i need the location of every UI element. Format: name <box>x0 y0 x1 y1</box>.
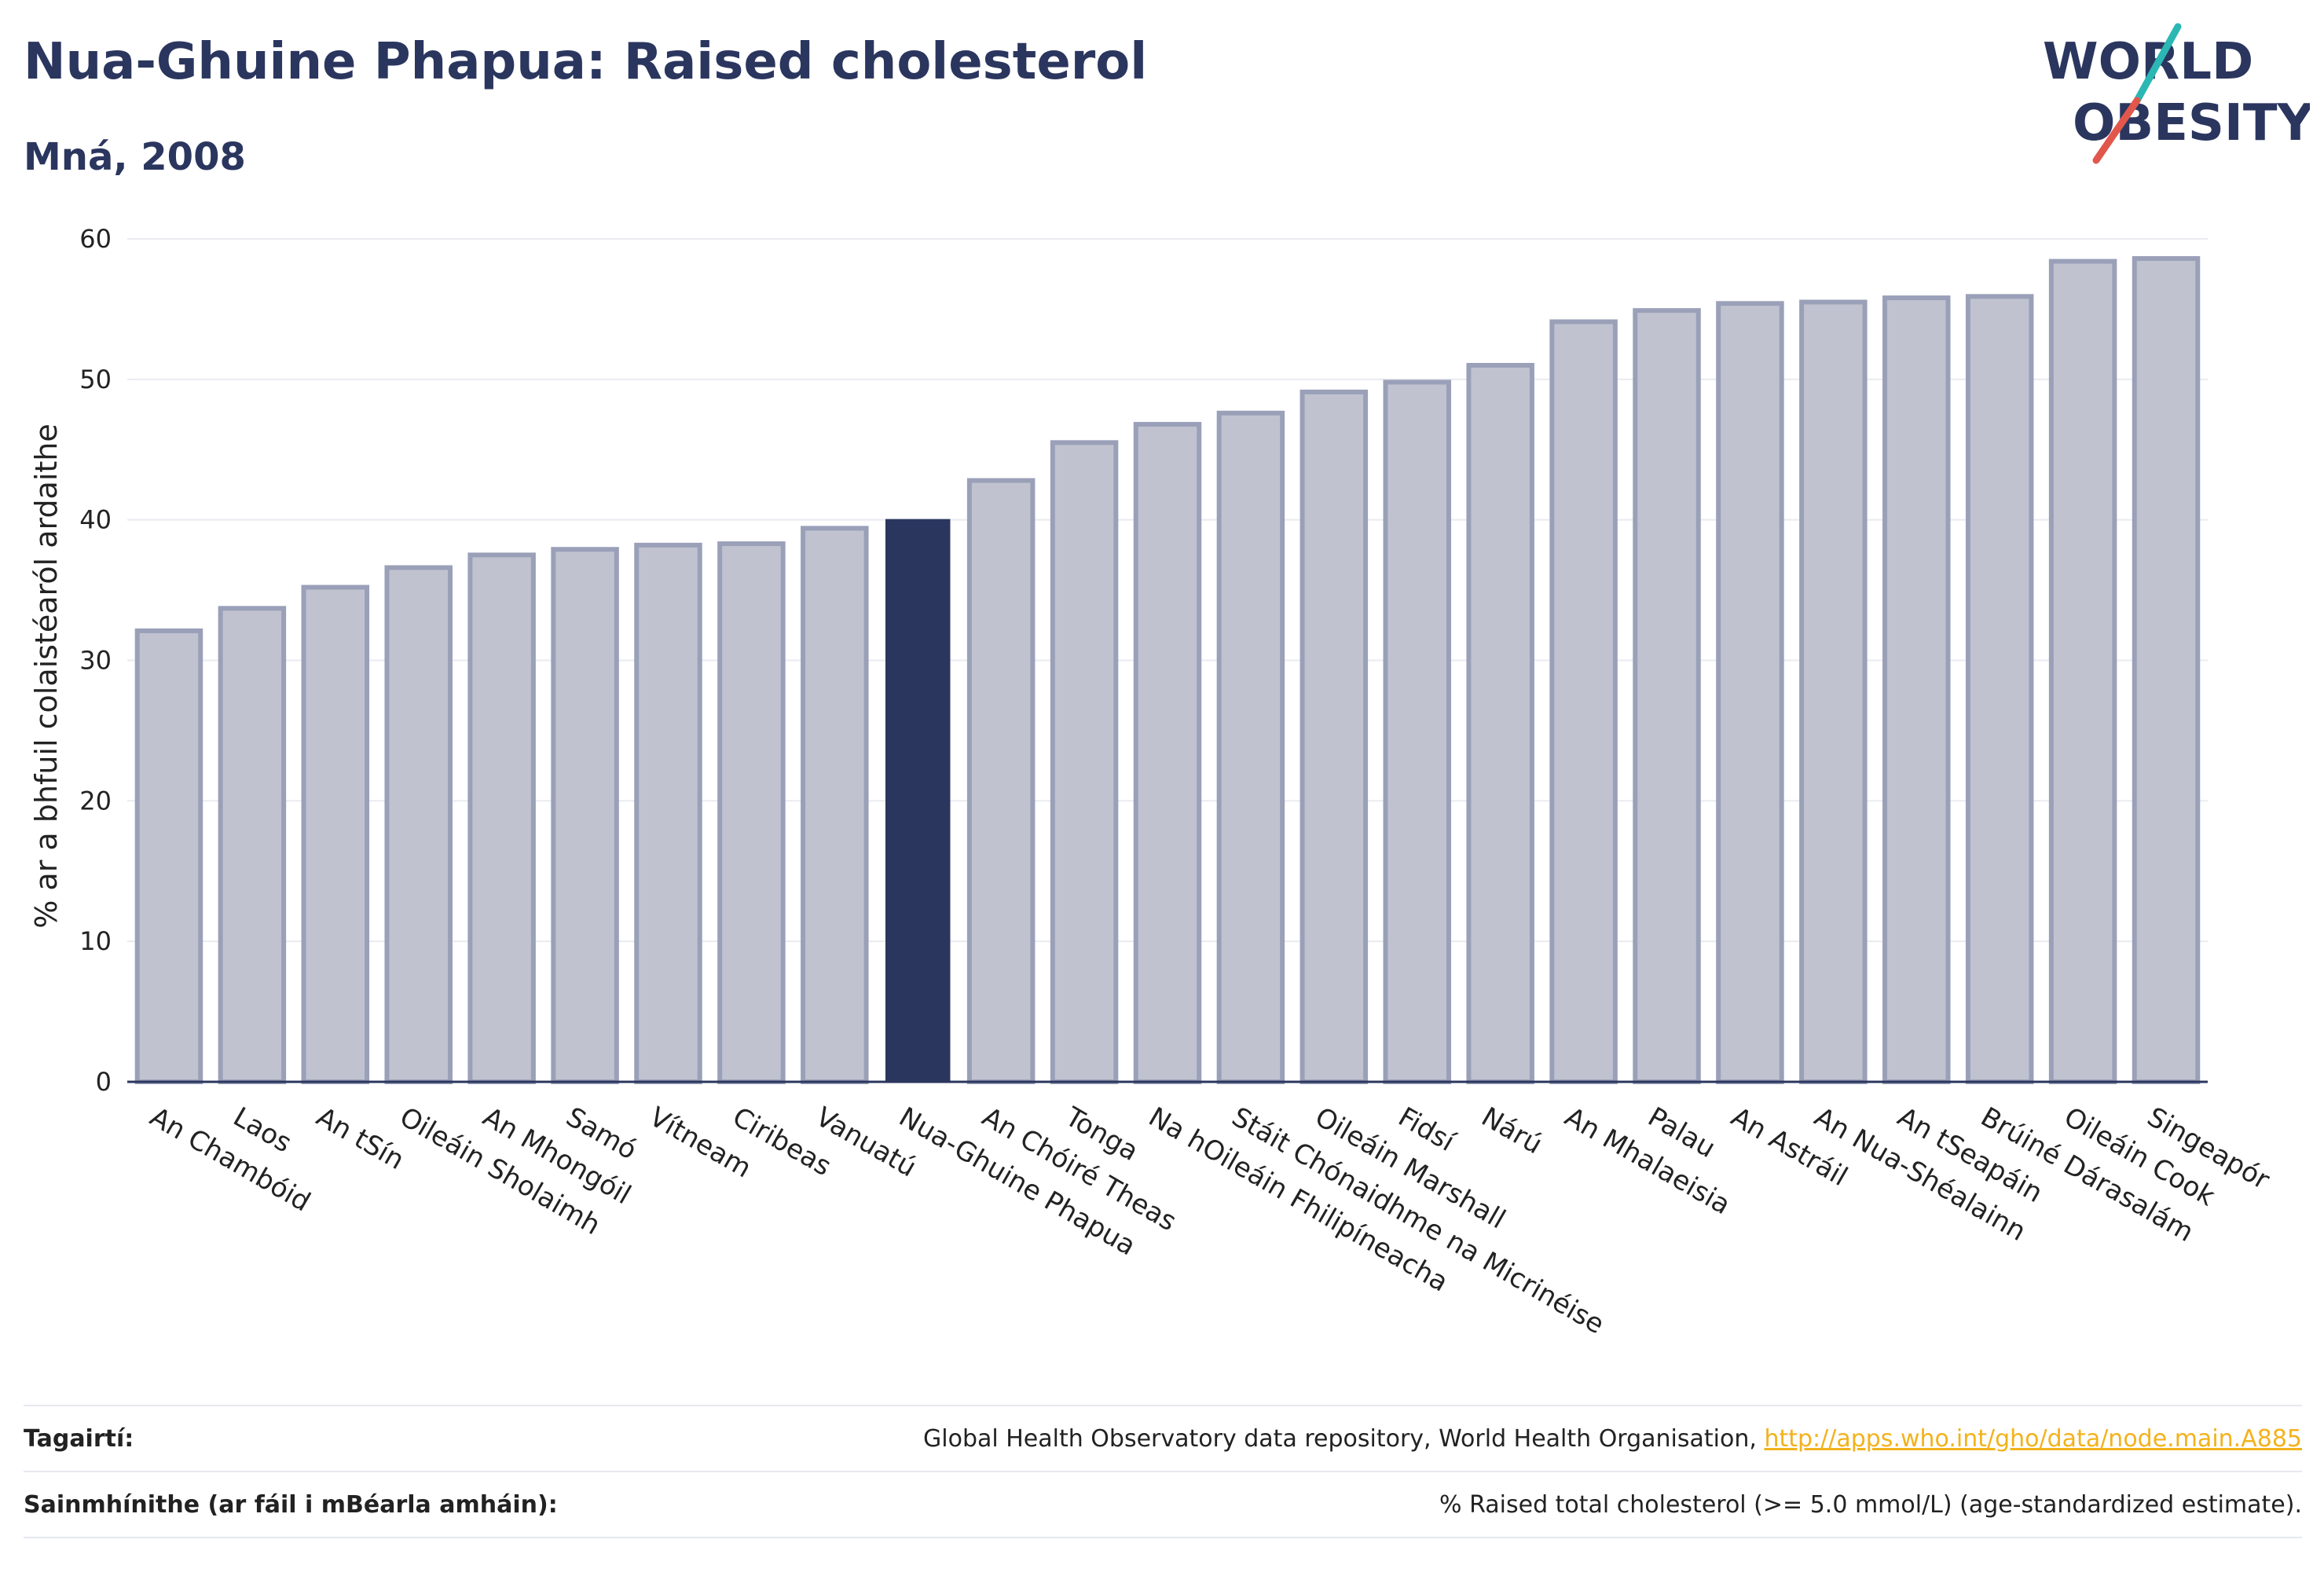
x-tick-label: An tSín <box>311 1101 409 1176</box>
bar[interactable] <box>1050 440 1119 1084</box>
references-row: Tagairtí: Global Health Observatory data… <box>24 1405 2302 1471</box>
chart-title: Nua-Ghuine Phapua: Raised cholesterol <box>24 33 1148 91</box>
y-tick-label: 0 <box>96 1067 112 1097</box>
y-axis-ticks: 0 10 20 30 40 50 60 <box>79 224 112 1097</box>
y-tick-label: 10 <box>79 926 112 956</box>
y-tick-label: 40 <box>79 505 112 535</box>
y-tick-label: 60 <box>79 224 112 254</box>
bar[interactable] <box>218 606 287 1084</box>
bar[interactable] <box>1466 362 1534 1084</box>
bar[interactable] <box>717 541 786 1084</box>
bar[interactable] <box>966 478 1036 1084</box>
bar[interactable] <box>1383 379 1452 1085</box>
bar[interactable] <box>301 585 370 1084</box>
references-link[interactable]: http://apps.who.int/gho/data/node.main.A… <box>1764 1424 2302 1453</box>
bar[interactable] <box>384 565 453 1084</box>
references-label: Tagairtí: <box>24 1424 134 1453</box>
definitions-text: % Raised total cholesterol (>= 5.0 mmol/… <box>1439 1490 2302 1519</box>
x-tick-label: Nárú <box>1476 1101 1548 1161</box>
bar[interactable] <box>1799 299 1868 1085</box>
bar[interactable] <box>1633 308 1701 1084</box>
y-tick-label: 30 <box>79 646 112 676</box>
bar[interactable] <box>1549 319 1618 1084</box>
bar[interactable] <box>1965 294 2034 1084</box>
logo-slash-teal <box>2133 23 2182 104</box>
bar[interactable] <box>551 547 619 1084</box>
definitions-label: Sainmhínithe (ar fáil i mBéarla amháin): <box>24 1490 558 1519</box>
bar[interactable] <box>2132 256 2201 1085</box>
bar[interactable] <box>1299 389 1369 1084</box>
bar[interactable] <box>801 526 869 1084</box>
chart-subtitle: Mná, 2008 <box>24 135 246 179</box>
bar-highlighted[interactable] <box>885 519 951 1083</box>
bar[interactable] <box>2048 258 2117 1085</box>
bar[interactable] <box>1216 410 1285 1084</box>
y-tick-label: 50 <box>79 365 112 394</box>
bar[interactable] <box>467 552 536 1084</box>
x-tick-label: An Chambóid <box>145 1101 316 1219</box>
logo-slash-coral <box>2092 97 2141 164</box>
bar[interactable] <box>634 542 702 1084</box>
bar[interactable] <box>1716 301 1784 1085</box>
bars <box>134 256 2201 1085</box>
world-obesity-logo: WORLD OBESITY <box>2043 23 2310 164</box>
bar[interactable] <box>1882 295 1951 1084</box>
y-tick-label: 20 <box>79 786 112 815</box>
definitions-row: Sainmhínithe (ar fáil i mBéarla amháin):… <box>24 1471 2302 1538</box>
bar[interactable] <box>134 628 203 1084</box>
y-axis-title: % ar a bhfuil colaistéaról ardaithe <box>29 423 64 929</box>
references-text: Global Health Observatory data repositor… <box>923 1424 1765 1453</box>
bar[interactable] <box>1133 422 1202 1084</box>
footer: Tagairtí: Global Health Observatory data… <box>24 1405 2302 1538</box>
references-value: Global Health Observatory data repositor… <box>923 1425 2302 1453</box>
